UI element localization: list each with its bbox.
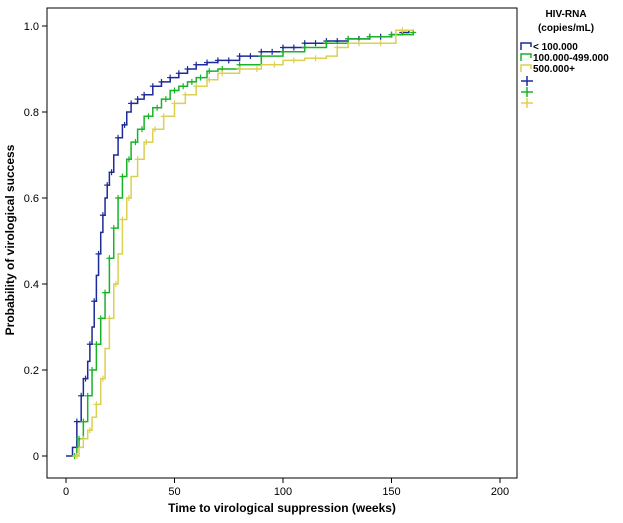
km-curve	[66, 30, 410, 457]
series-1	[71, 29, 417, 459]
plot-frame	[46, 7, 518, 479]
series-0	[66, 29, 410, 457]
x-tick-label: 200	[491, 486, 509, 498]
y-tick-label: 0.4	[24, 279, 39, 291]
y-tick-label: 0.6	[24, 193, 39, 205]
legend-step-swatch	[520, 42, 532, 50]
legend-title-line2: (copies/mL)	[538, 23, 594, 34]
y-tick-label: 0	[33, 451, 39, 463]
series-layer	[66, 27, 417, 459]
legend: HIV-RNA (copies/mL) < 100.000100.000-499…	[520, 9, 609, 108]
y-tick-label: 0.2	[24, 365, 39, 377]
legend-step-swatch	[520, 53, 532, 61]
x-axis-title: Time to virological suppression (weeks)	[168, 501, 396, 515]
km-curve	[72, 32, 414, 457]
km-curve	[72, 29, 414, 457]
axis-ticks: 0 50 100 150 200 0 0.2 0.4 0.6 0.8 1.0	[24, 21, 509, 498]
x-tick-label: 50	[168, 486, 180, 498]
legend-step-swatch	[520, 64, 532, 72]
legend-label: < 100.000	[533, 42, 578, 53]
y-axis-title: Probability of virological success	[3, 144, 17, 335]
x-tick-label: 100	[274, 486, 292, 498]
legend-label: 100.000-499.000	[533, 53, 609, 64]
series-2	[72, 27, 414, 459]
x-tick-label: 0	[63, 486, 69, 498]
legend-title-line1: HIV-RNA	[545, 9, 586, 20]
legend-label: 500.000+	[533, 64, 575, 75]
y-tick-label: 0.8	[24, 107, 39, 119]
x-tick-label: 150	[382, 486, 400, 498]
y-tick-label: 1.0	[24, 21, 39, 33]
